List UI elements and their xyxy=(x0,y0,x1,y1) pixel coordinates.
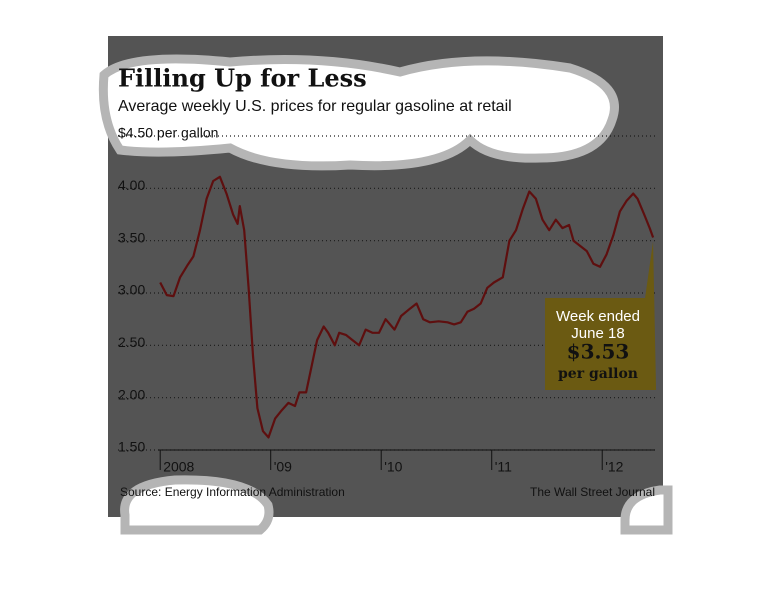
x-tick-label: '10 xyxy=(384,459,402,475)
blob xyxy=(620,485,673,535)
y-tick-label: 3.00 xyxy=(118,282,145,298)
y-tick-label: 2.50 xyxy=(118,334,145,350)
annotation-unit: per gallon xyxy=(558,366,638,382)
blob xyxy=(120,475,274,535)
blobs xyxy=(98,54,673,535)
chart-title: Filling Up for Less xyxy=(118,64,367,93)
annotation-value: $3.53 xyxy=(567,340,630,364)
y-tick-label: $4.50 per gallon xyxy=(118,125,218,141)
x-tick-label: '09 xyxy=(274,459,292,475)
y-tick-label: 1.50 xyxy=(118,439,145,455)
annotation-text: June 18 xyxy=(571,325,624,342)
x-tick-label: '12 xyxy=(605,459,623,475)
source: Source: Energy Information Administratio… xyxy=(120,485,345,499)
credit: The Wall Street Journal xyxy=(530,485,655,499)
chart-subtitle: Average weekly U.S. prices for regular g… xyxy=(118,98,512,115)
annotation-box xyxy=(545,241,657,390)
y-tick-label: 4.00 xyxy=(118,177,145,193)
x-tick-label: 2008 xyxy=(163,459,194,475)
annotation-text: Week ended xyxy=(556,308,640,325)
price-line xyxy=(159,175,655,439)
y-tick-label: 3.50 xyxy=(118,229,145,245)
blob xyxy=(98,54,619,171)
y-tick-label: 2.00 xyxy=(118,386,145,402)
x-tick-label: '11 xyxy=(495,459,512,475)
